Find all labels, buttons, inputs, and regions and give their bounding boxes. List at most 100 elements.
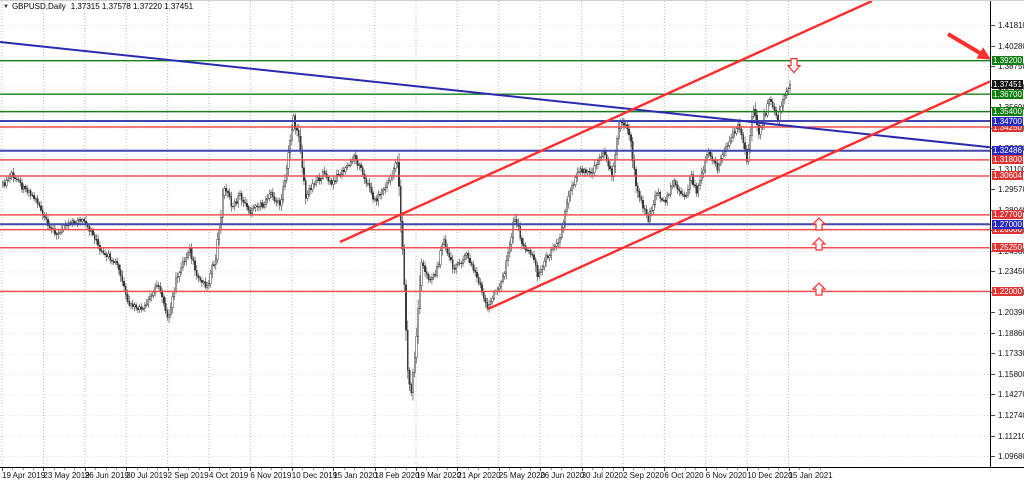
candle-body (143, 305, 146, 310)
candle-body (519, 225, 522, 239)
candle-body (28, 190, 30, 193)
candle-body (342, 169, 345, 173)
date-minor-tick (674, 468, 676, 470)
up-block-arrow-icon[interactable] (811, 217, 827, 231)
candle-body (782, 98, 784, 107)
candle-body (500, 281, 503, 287)
candle-body (610, 168, 613, 178)
symbol-timeframe-label: GBPUSD,Daily (11, 2, 66, 11)
date-minor-tick (809, 468, 811, 470)
date-minor-tick (819, 468, 821, 470)
candle-body (142, 308, 145, 310)
candle-body (683, 194, 686, 197)
ohlc-values: 1.37315 1.37578 1.37220 1.37451 (70, 2, 194, 11)
date-minor-tick (612, 468, 614, 470)
candle-body (287, 152, 290, 169)
price-axis[interactable]: 1.418101.402801.387501.372201.356901.341… (990, 1, 1024, 467)
date-minor-tick (229, 468, 231, 470)
candle-body (693, 184, 696, 187)
candle-body (692, 174, 695, 185)
up-block-arrow-icon[interactable] (811, 282, 827, 296)
candle-body (311, 183, 314, 191)
date-minor-tick (64, 468, 66, 470)
date-label: 6 Nov 2020 (705, 471, 747, 480)
ascending-red-channel-lower[interactable] (487, 80, 990, 311)
candle-body (398, 162, 400, 187)
date-minor-tick (260, 468, 262, 470)
candle-body (565, 203, 568, 212)
date-minor-tick (188, 468, 190, 470)
candle-body (484, 298, 487, 303)
big-red-arrow-head-icon[interactable] (976, 47, 990, 60)
candle-body (444, 239, 447, 248)
candle-body (221, 195, 224, 218)
candle-body (735, 128, 738, 134)
candle-body (169, 307, 172, 316)
candle-body (147, 299, 150, 305)
candle-body (197, 275, 200, 279)
date-minor-tick (395, 468, 397, 470)
candle-body (285, 168, 288, 181)
candle-body (436, 266, 439, 276)
candle-body (81, 219, 84, 222)
candle-body (329, 179, 331, 182)
candle-body (145, 303, 148, 306)
candle-body (756, 115, 759, 125)
candle-body (463, 255, 466, 261)
candle-body (242, 200, 245, 203)
big-red-arrow-shaft[interactable] (946, 32, 986, 58)
date-label: 19 Apr 2019 (2, 471, 46, 480)
symbol-dropdown-icon[interactable]: ▼ (3, 4, 9, 10)
price-tick-mark (991, 332, 995, 334)
candle-body (394, 162, 397, 170)
candle-body (469, 257, 471, 264)
candle-body (671, 184, 674, 187)
ascending-red-channel-upper[interactable] (339, 1, 873, 244)
candle-body (206, 285, 209, 288)
candle-body (138, 306, 141, 311)
chart-plot-area[interactable] (0, 1, 990, 467)
candle-body (458, 262, 461, 264)
candle-body (593, 165, 596, 173)
descending-blue-trendline[interactable] (0, 41, 990, 149)
candle-body (199, 277, 202, 281)
date-minor-tick (685, 468, 687, 470)
candle-body (187, 252, 189, 258)
candle-body (579, 168, 582, 173)
candle-body (661, 198, 663, 201)
date-minor-tick (343, 468, 345, 470)
candle-body (349, 161, 352, 166)
candle-body (725, 146, 727, 153)
candle-body (259, 202, 262, 207)
candle-body (571, 185, 573, 192)
candle-body (636, 185, 639, 192)
candle-body (166, 310, 169, 318)
candle-body (188, 248, 191, 254)
candle-body (240, 192, 243, 201)
candle-body (233, 201, 236, 207)
candle-body (763, 113, 765, 126)
price-badge-red: 1.27700 (992, 210, 1023, 220)
candle-body (251, 208, 253, 214)
date-label: 19 Mar 2020 (416, 471, 461, 480)
candle-body (95, 238, 98, 241)
candle-body (31, 194, 34, 197)
candle-body (380, 190, 383, 196)
candle-body (17, 179, 20, 181)
candle-body (590, 171, 592, 174)
date-tick-mark (209, 468, 210, 471)
date-minor-tick (767, 468, 769, 470)
time-axis[interactable]: 19 Apr 2019 23 May 2019 26 Jun 2019 30 Jul … (0, 467, 1024, 482)
up-block-arrow-icon[interactable] (811, 237, 827, 251)
candle-body (489, 301, 492, 305)
down-block-arrow-icon[interactable] (786, 58, 802, 74)
candle-body (521, 237, 523, 244)
candle-body (534, 259, 537, 266)
candle-body (180, 267, 183, 274)
date-label: 10 Dec 2019 (291, 471, 338, 480)
candle-body (2, 182, 4, 186)
candle-body (275, 200, 278, 203)
candle-body (327, 177, 330, 182)
candle-body (192, 258, 195, 262)
price-tick-mark (991, 189, 995, 191)
